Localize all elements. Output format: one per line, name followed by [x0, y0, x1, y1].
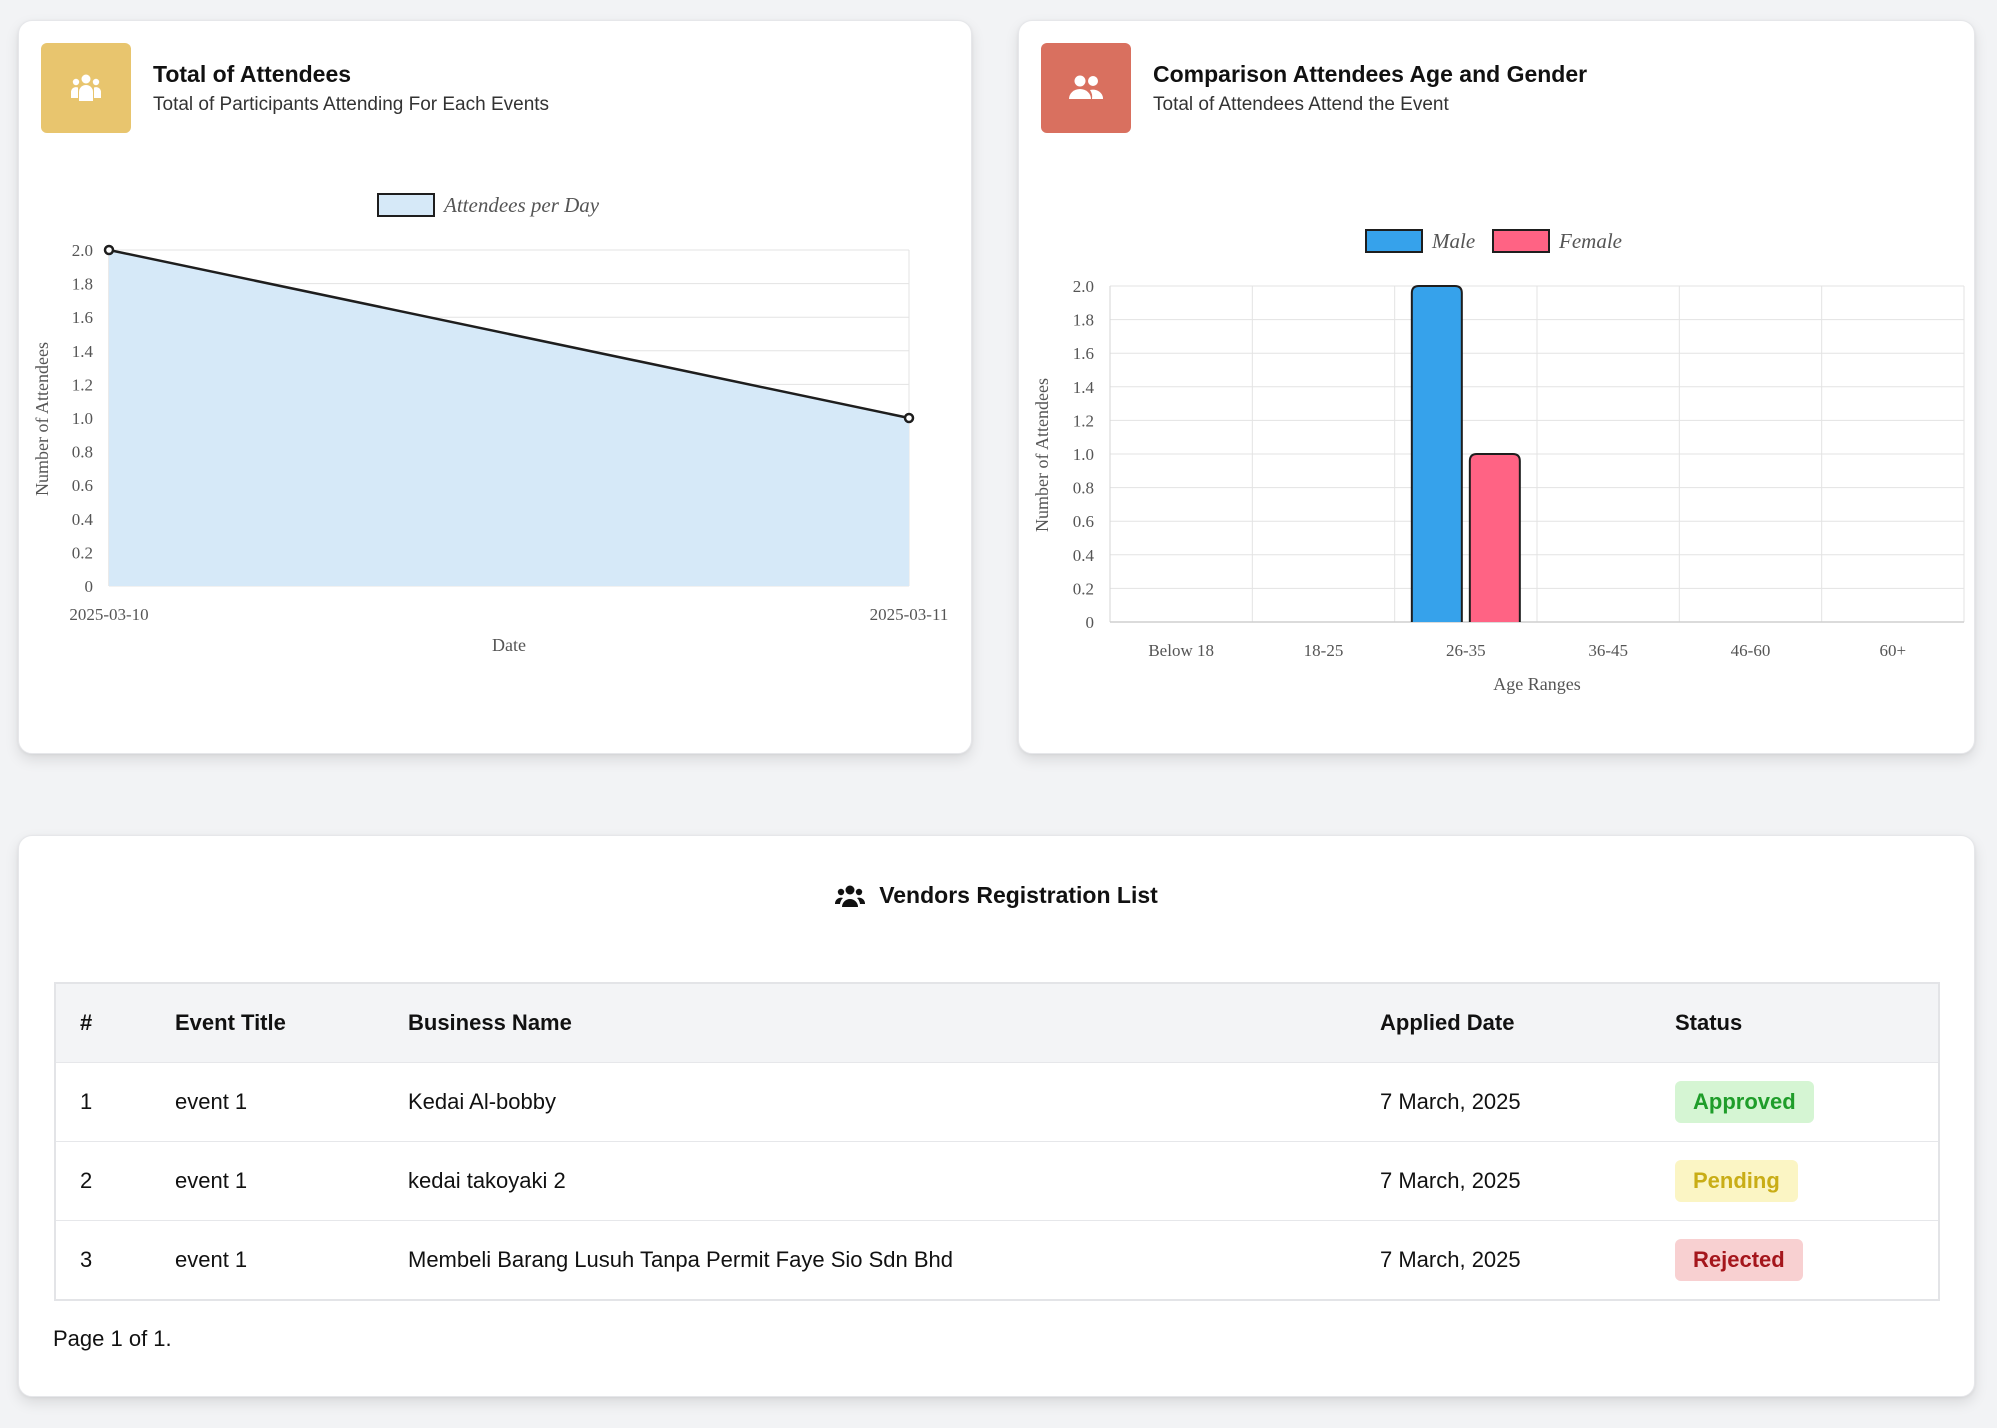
- table-row[interactable]: 3 event 1 Membeli Barang Lusuh Tanpa Per…: [55, 1220, 1939, 1300]
- attendees-line-chart: 0 0.2 0.4 0.6 0.8 1.0 1.2 1.4 1.6 1.8 2.0 2025-03-…: [32, 193, 949, 655]
- row-applied-date: 7 March, 2025: [1380, 1062, 1675, 1142]
- row-number: 3: [55, 1220, 175, 1300]
- row-event-title: event 1: [175, 1141, 408, 1221]
- y-tick-label: 0.8: [72, 443, 93, 462]
- bar-male[interactable]: [1410, 285, 1463, 622]
- y-tick-label: 0.6: [72, 476, 93, 495]
- user-group-icon: [835, 885, 866, 907]
- row-applied-date: 7 March, 2025: [1380, 1141, 1675, 1221]
- gender-card: Comparison Attendees Age and Gender Tota…: [1018, 20, 1975, 754]
- vendors-title-text: Vendors Registration List: [879, 882, 1158, 908]
- y-tick-label: 1.8: [1073, 311, 1094, 330]
- vendors-title: Vendors Registration List: [19, 882, 1974, 909]
- age-gender-bar-chart: 0 0.2 0.4 0.6 0.8 1.0 1.2 1.4 1.6 1.8 2.0 Below 18…: [1032, 229, 1965, 694]
- attendees-card: Total of Attendees Total of Participants…: [18, 20, 972, 754]
- y-tick-label: 0.2: [1073, 579, 1094, 598]
- y-tick-label: 1.4: [72, 342, 94, 361]
- row-business-name: kedai takoyaki 2: [408, 1141, 1380, 1221]
- row-number: 1: [55, 1062, 175, 1142]
- attendees-card-title: Total of Attendees: [153, 60, 352, 87]
- status-badge: Approved: [1675, 1081, 1814, 1123]
- x-tick-label: 2025-03-10: [69, 605, 148, 624]
- y-tick-label: 1.2: [72, 375, 93, 394]
- row-applied-date: 7 March, 2025: [1380, 1220, 1675, 1300]
- users-icon: [71, 74, 101, 101]
- row-event-title: event 1: [175, 1220, 408, 1300]
- x-tick-label: 46-60: [1731, 641, 1771, 660]
- x-tick-label: Below 18: [1148, 641, 1214, 660]
- y-tick-label: 1.8: [72, 275, 93, 294]
- y-tick-label: 2.0: [72, 241, 93, 260]
- chart-grid: [1109, 285, 1965, 623]
- legend-swatch-female: [1492, 229, 1550, 253]
- table-row[interactable]: 2 event 1 kedai takoyaki 2 7 March, 2025…: [55, 1141, 1939, 1221]
- row-business-name: Kedai Al-bobby: [408, 1062, 1380, 1142]
- y-tick-label: 0.4: [72, 510, 94, 529]
- attendees-card-subtitle: Total of Participants Attending For Each…: [153, 93, 550, 115]
- row-event-title: event 1: [175, 1062, 408, 1142]
- x-tick-label: 60+: [1880, 641, 1907, 660]
- y-tick-label: 1.2: [1073, 411, 1094, 430]
- column-header-status[interactable]: Status: [1675, 983, 1939, 1063]
- data-point[interactable]: [103, 244, 115, 256]
- column-header-business-name[interactable]: Business Name: [408, 983, 1380, 1063]
- y-tick-label: 0.8: [1073, 479, 1094, 498]
- y-tick-label: 1.4: [1073, 378, 1095, 397]
- gender-card-header: Comparison Attendees Age and Gender Tota…: [1041, 43, 1587, 133]
- row-business-name: Membeli Barang Lusuh Tanpa Permit Faye S…: [408, 1220, 1380, 1300]
- user-group-icon: [1069, 75, 1104, 99]
- row-number: 2: [55, 1141, 175, 1221]
- row-status-cell: Pending: [1675, 1141, 1939, 1221]
- y-axis-label: Number of Attendees: [32, 342, 52, 496]
- x-tick-label: 26-35: [1446, 641, 1486, 660]
- x-tick-label: 36-45: [1588, 641, 1628, 660]
- attendees-area: [109, 250, 909, 586]
- column-header-number[interactable]: #: [55, 983, 175, 1063]
- status-badge: Pending: [1675, 1160, 1798, 1202]
- attendees-icon-box: [41, 43, 131, 133]
- y-axis-label: Number of Attendees: [1032, 378, 1052, 532]
- attendees-line: [108, 248, 910, 420]
- legend-label-male: Male: [1431, 229, 1475, 253]
- column-header-applied-date[interactable]: Applied Date: [1380, 983, 1675, 1063]
- gender-card-title: Comparison Attendees Age and Gender: [1153, 60, 1588, 87]
- row-status-cell: Rejected: [1675, 1220, 1939, 1300]
- gender-icon-box: [1041, 43, 1131, 133]
- table-header-row: # Event Title Business Name Applied Date…: [55, 983, 1939, 1063]
- y-tick-label: 1.6: [1073, 344, 1094, 363]
- y-tick-label: 0.6: [1073, 512, 1094, 531]
- y-tick-label: 1.0: [1073, 445, 1094, 464]
- legend-swatch-attendees: [377, 193, 435, 217]
- y-tick-label: 0: [85, 577, 94, 596]
- row-status-cell: Approved: [1675, 1062, 1939, 1142]
- vendors-table: # Event Title Business Name Applied Date…: [54, 982, 1940, 1301]
- y-tick-label: 2.0: [1073, 277, 1094, 296]
- legend-label-female: Female: [1558, 229, 1622, 253]
- legend-swatch-male: [1365, 229, 1423, 253]
- bar-female[interactable]: [1468, 453, 1521, 622]
- gender-card-subtitle: Total of Attendees Attend the Event: [1153, 93, 1449, 115]
- status-badge: Rejected: [1675, 1239, 1803, 1281]
- y-tick-label: 0.4: [1073, 546, 1095, 565]
- attendees-card-header: Total of Attendees Total of Participants…: [41, 43, 549, 133]
- column-header-event-title[interactable]: Event Title: [175, 983, 408, 1063]
- x-axis-label: Date: [492, 635, 526, 655]
- legend-label-attendees: Attendees per Day: [442, 193, 600, 217]
- y-tick-label: 1.0: [72, 409, 93, 428]
- vendors-card: Vendors Registration List # Event Title …: [18, 835, 1975, 1397]
- y-tick-label: 0.2: [72, 543, 93, 562]
- pagination-text: Page 1 of 1.: [53, 1326, 172, 1351]
- x-tick-label: 18-25: [1304, 641, 1344, 660]
- y-tick-label: 0: [1086, 613, 1095, 632]
- table-row[interactable]: 1 event 1 Kedai Al-bobby 7 March, 2025 A…: [55, 1062, 1939, 1142]
- y-tick-label: 1.6: [72, 308, 93, 327]
- data-point[interactable]: [903, 412, 915, 424]
- x-tick-label: 2025-03-11: [870, 605, 949, 624]
- x-axis-label: Age Ranges: [1493, 674, 1580, 694]
